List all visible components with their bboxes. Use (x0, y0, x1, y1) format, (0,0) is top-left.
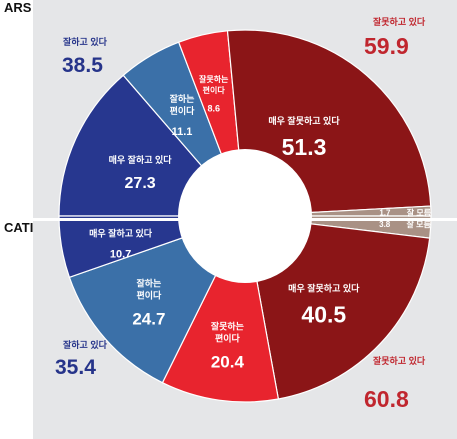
slice-label-ars-1-1: 편이다 (170, 105, 196, 116)
slice-value-ars-4: 1.7 (379, 208, 391, 217)
slice-value-cati-4: 10.7 (110, 248, 131, 260)
cati-negative-label: 잘못하고 있다 (373, 355, 426, 366)
ars-negative-value: 59.9 (364, 33, 409, 59)
donut-hole (178, 149, 312, 283)
slice-label-cati-4: 매우 잘하고 있다 (89, 227, 153, 238)
slice-value-cati-3: 24.7 (132, 310, 165, 329)
slice-value-ars-1: 11.1 (172, 126, 193, 138)
slice-value-cati-2: 20.4 (211, 353, 245, 372)
slice-value-ars-2: 8.6 (207, 104, 220, 114)
cati-positive-label: 잘하고 있다 (63, 339, 108, 350)
ars-positive-label: 잘하고 있다 (63, 36, 108, 47)
slice-label-cati-1: 매우 잘못하고 있다 (288, 283, 360, 294)
label-ars: ARS (4, 0, 32, 15)
slice-label-ars-0: 매우 잘하고 있다 (109, 154, 173, 165)
slice-label-ars-2-0: 잘못하는 (199, 74, 229, 84)
cati-positive-value: 35.4 (55, 356, 96, 379)
slice-value-ars-3: 51.3 (282, 134, 327, 160)
slice-label-cati-2-1: 편이다 (215, 333, 241, 344)
ars-negative-label: 잘못하고 있다 (373, 16, 426, 27)
slice-label-ars-3: 매우 잘못하고 있다 (268, 115, 340, 126)
slice-label-cati-3-1: 편이다 (136, 290, 162, 301)
cati-negative-value: 60.8 (364, 386, 409, 412)
slice-value-ars-0: 27.3 (125, 175, 156, 192)
slice-label-ars-4: 잘 모름 (407, 207, 432, 217)
slice-value-cati-1: 40.5 (301, 302, 346, 328)
slice-value-cati-0: 3.8 (379, 220, 391, 229)
label-cati: CATI (4, 220, 33, 235)
slice-label-ars-1-0: 잘하는 (170, 93, 195, 104)
ars-positive-value: 38.5 (62, 54, 103, 77)
slice-label-cati-2-0: 잘못하는 (211, 321, 244, 332)
slice-label-ars-2-1: 편이다 (203, 85, 226, 95)
slice-label-cati-3-0: 잘하는 (136, 278, 161, 289)
slice-label-cati-0: 잘 모름 (407, 219, 432, 229)
